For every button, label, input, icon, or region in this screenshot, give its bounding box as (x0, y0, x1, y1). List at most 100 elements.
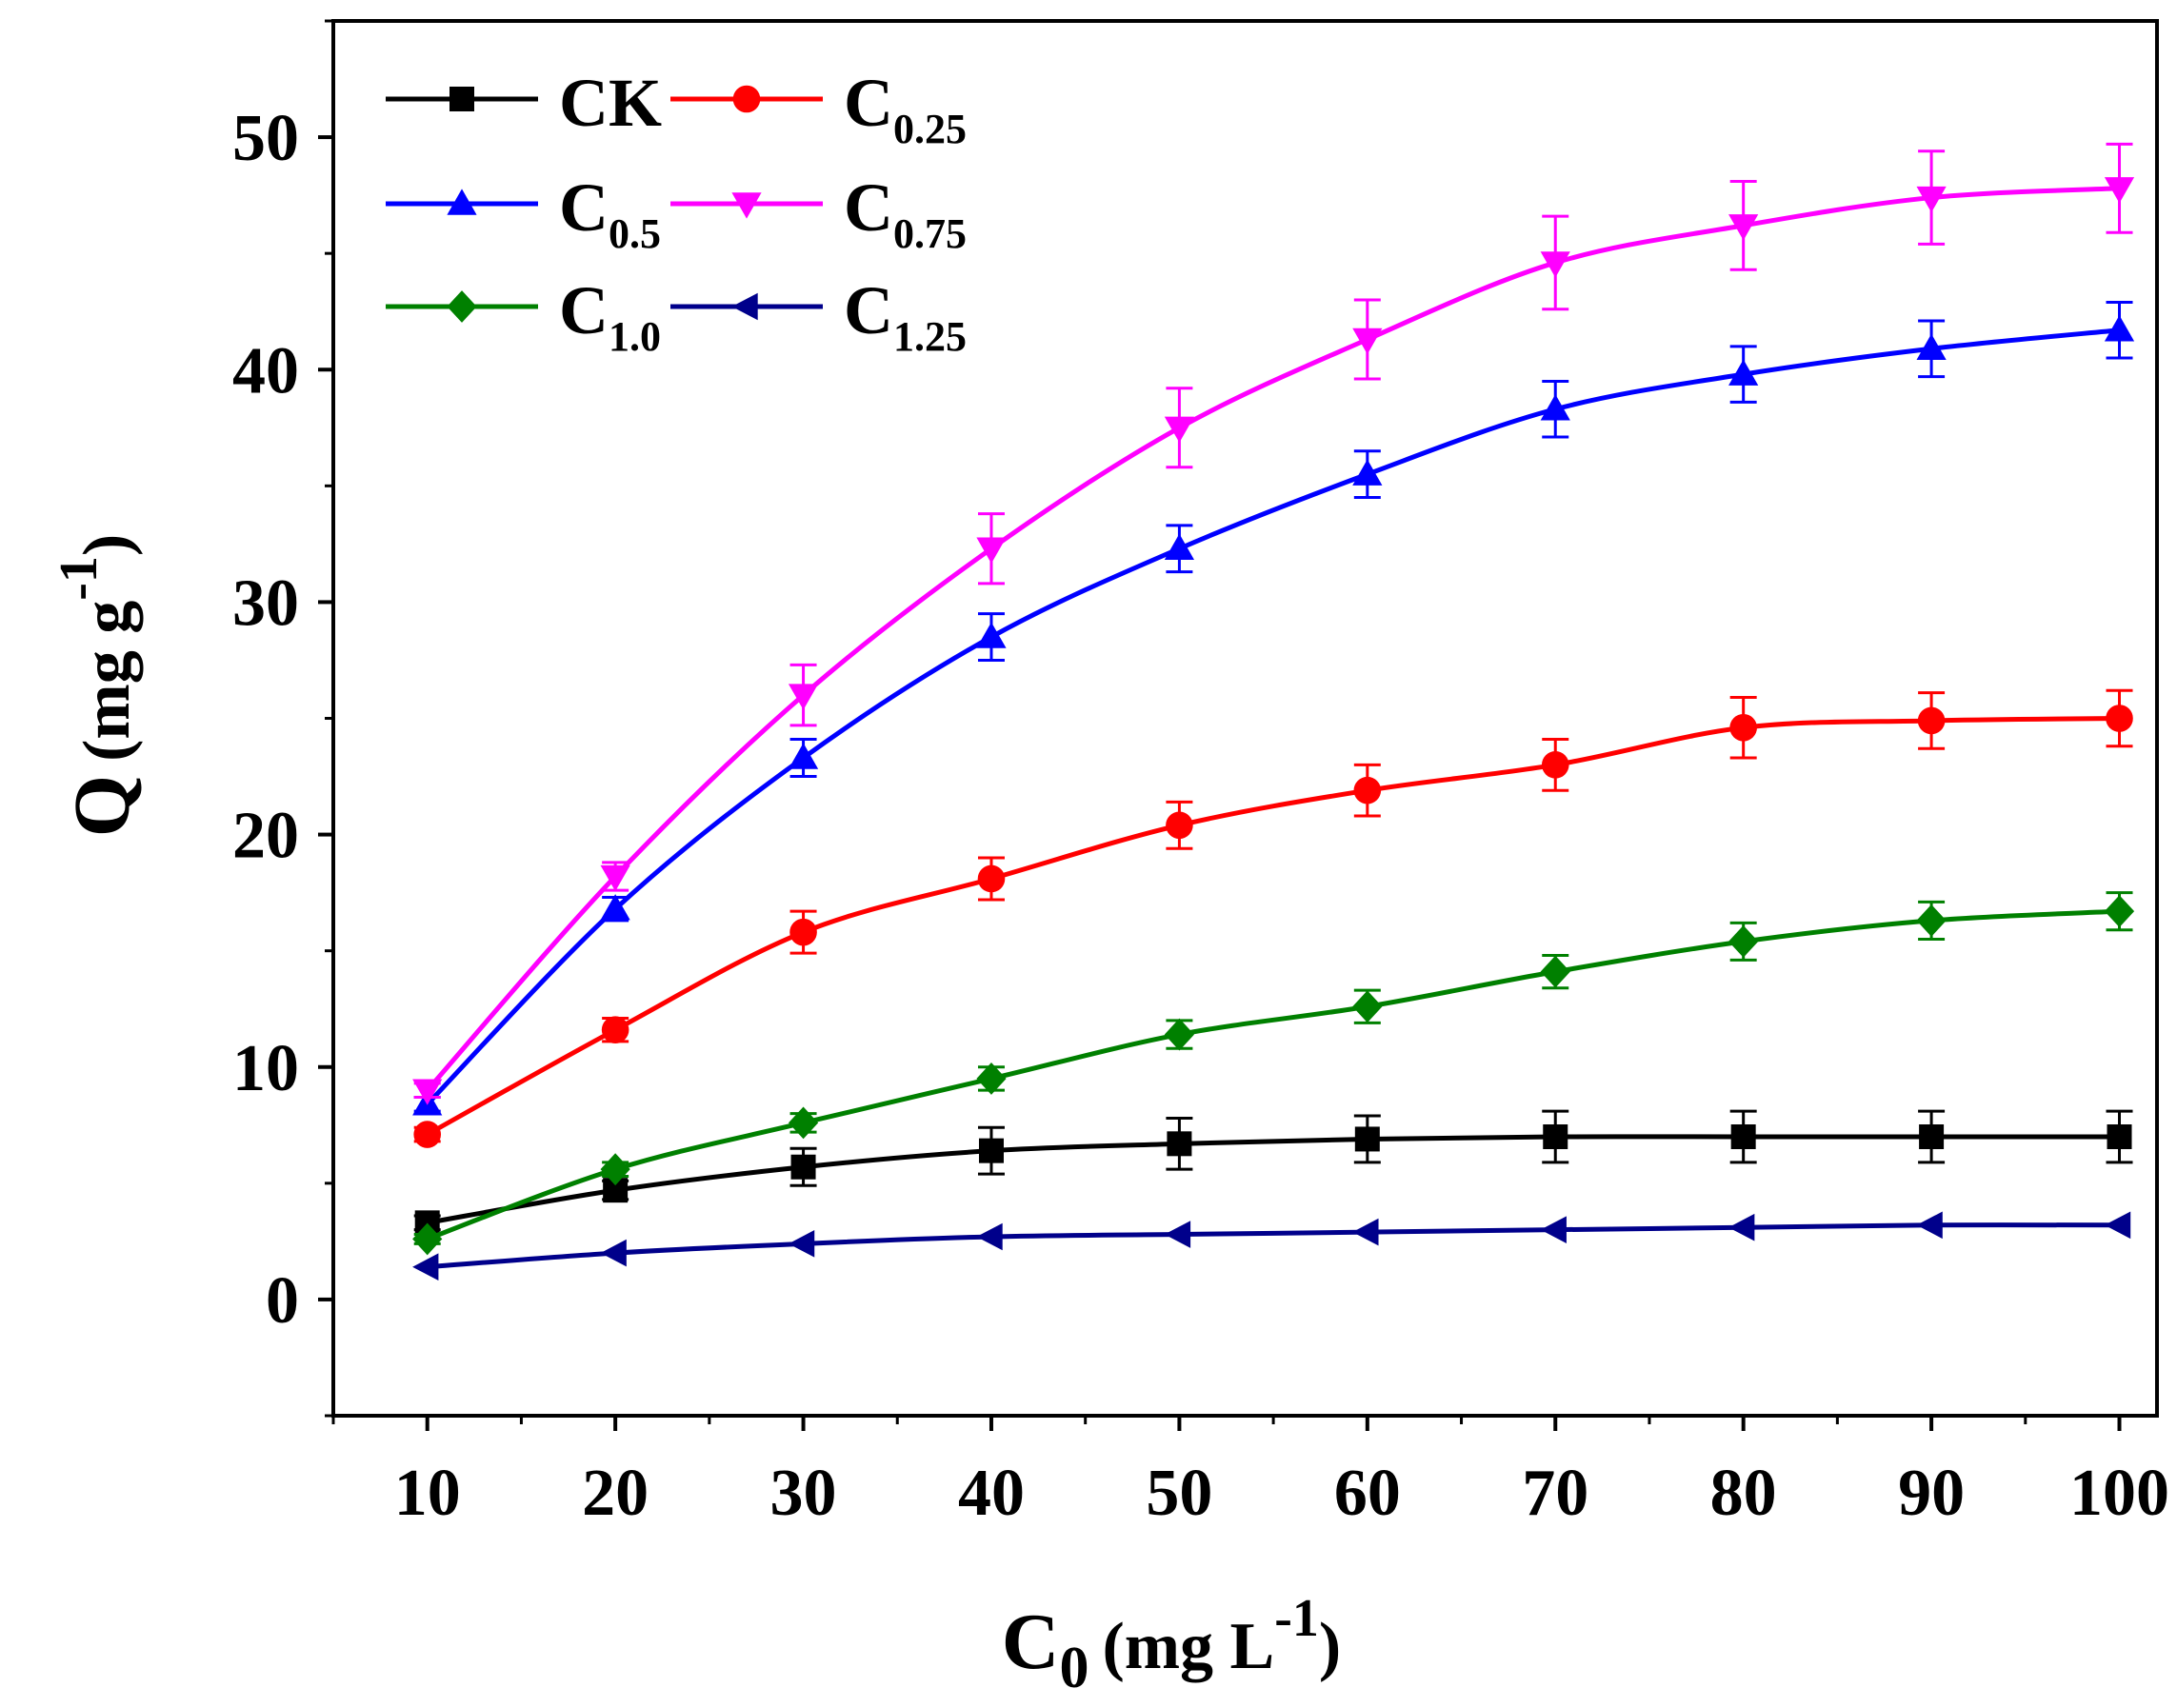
data-point (790, 1154, 816, 1180)
data-point (1352, 328, 1383, 355)
data-point (1728, 214, 1759, 241)
x-axis-label-close: ) (1319, 1610, 1341, 1683)
data-point (1916, 186, 1947, 213)
data-point (1354, 1126, 1380, 1152)
x-tick-label: 40 (958, 1457, 1025, 1530)
data-point (788, 743, 819, 769)
legend-label-base: C (844, 272, 893, 348)
legend-label-sub: 0.25 (893, 106, 967, 152)
data-point (1352, 990, 1383, 1023)
data-point (1352, 1218, 1379, 1246)
data-point (1352, 459, 1383, 486)
data-point (1540, 394, 1570, 421)
data-point (2104, 315, 2135, 342)
data-point (976, 1063, 1007, 1095)
series-c1-0 (412, 891, 2135, 1256)
data-point (600, 864, 630, 892)
data-point (600, 894, 630, 921)
legend-item: C1.25 (670, 272, 967, 360)
data-point (788, 1230, 815, 1258)
data-point (1353, 776, 1382, 804)
legend-item: C1.0 (386, 272, 661, 360)
x-tick-label: 30 (770, 1457, 837, 1530)
data-point (1916, 904, 1947, 937)
series-line (425, 328, 2120, 1106)
series-line (425, 186, 2120, 1092)
series-layer (412, 142, 2135, 1281)
y-axis-ticks: 0 10 20 30 40 50 (232, 19, 333, 1418)
legend-label: CK (559, 65, 662, 141)
legend-marker (731, 192, 762, 219)
data-point (2104, 177, 2135, 204)
legend-marker (447, 189, 477, 215)
series-c0-25 (413, 688, 2133, 1148)
legend-label-sub: 0.75 (893, 210, 967, 257)
legend-label: C1.25 (844, 272, 967, 360)
data-point (1917, 706, 1946, 735)
series-ck (413, 1109, 2133, 1236)
series-line (426, 908, 2120, 1241)
legend-label: C0.25 (844, 65, 967, 152)
data-point (1166, 811, 1193, 840)
x-tick-label: 70 (1522, 1457, 1588, 1530)
data-point (976, 537, 1007, 564)
data-point (413, 1121, 442, 1148)
data-point (601, 1016, 629, 1043)
data-point (2104, 1211, 2131, 1240)
y-tick-label: 50 (232, 102, 299, 175)
data-point (1728, 1213, 1755, 1241)
legend-item: C0.25 (670, 65, 967, 152)
data-point (1167, 1131, 1192, 1157)
series-c1-25 (412, 1211, 2131, 1281)
legend-label: C0.75 (844, 169, 967, 257)
series-line (427, 1134, 2120, 1225)
data-point (1164, 1221, 1191, 1248)
legend-item: C0.75 (670, 169, 967, 257)
legend-marker (731, 292, 758, 321)
x-axis-label-base: C (1002, 1598, 1060, 1686)
x-tick-label: 60 (1334, 1457, 1401, 1530)
data-point (1916, 1211, 1943, 1240)
data-point (788, 1106, 819, 1140)
data-point (788, 684, 819, 710)
legend-label: C0.5 (559, 169, 661, 257)
y-tick-label: 10 (232, 1032, 299, 1105)
data-point (1728, 359, 1759, 386)
legend-label-base: C (844, 65, 893, 141)
data-point (1729, 713, 1757, 742)
series-c0-75 (412, 142, 2135, 1105)
series-line (426, 716, 2120, 1137)
y-tick-label: 30 (232, 566, 299, 640)
data-point (600, 1153, 630, 1186)
y-axis-label-close: ) (70, 534, 144, 556)
data-point (976, 622, 1007, 648)
legend-label-sub: 1.0 (609, 313, 661, 360)
data-point (1164, 1018, 1195, 1051)
series-line (427, 1222, 2120, 1270)
y-axis-label-base: Q (58, 775, 147, 837)
x-axis-ticks: 10 20 30 40 50 60 70 80 90 100 (331, 1416, 2169, 1530)
y-tick-label: 20 (232, 800, 299, 873)
data-point (1164, 416, 1195, 443)
data-point (1540, 251, 1570, 278)
data-point (412, 1222, 443, 1256)
legend-label-sub: 0.5 (609, 210, 661, 257)
y-tick-label: 0 (266, 1264, 299, 1338)
x-tick-label: 50 (1146, 1457, 1212, 1530)
legend-marker (449, 87, 474, 111)
data-point (978, 1138, 1004, 1163)
data-point (2107, 1124, 2132, 1149)
data-point (2106, 705, 2133, 732)
data-point (1730, 1124, 1756, 1149)
series-c0-5 (412, 300, 2135, 1116)
data-point (600, 1239, 627, 1267)
x-tick-label: 10 (394, 1457, 461, 1530)
data-point (412, 1253, 439, 1281)
y-tick-label: 40 (232, 334, 299, 407)
data-point (1543, 1124, 1568, 1149)
data-point (1164, 533, 1195, 560)
x-axis-label-sup: -1 (1274, 1589, 1319, 1648)
x-tick-label: 20 (582, 1457, 649, 1530)
